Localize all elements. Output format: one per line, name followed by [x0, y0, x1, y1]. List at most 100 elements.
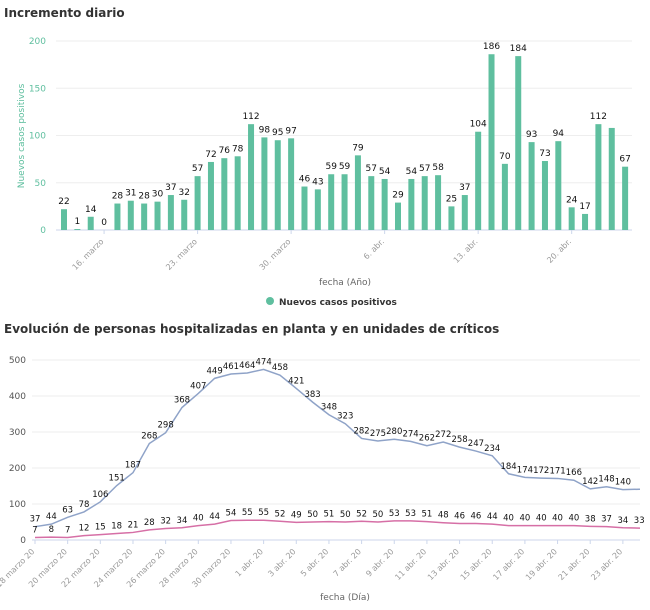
- data-label: 282: [353, 426, 369, 436]
- data-label: 73: [539, 149, 550, 159]
- data-label: 94: [553, 129, 565, 139]
- data-label: 95: [272, 128, 283, 138]
- x-axis-title: fecha (Año): [319, 278, 371, 288]
- bar: [274, 140, 281, 230]
- bar: [381, 178, 388, 230]
- data-label: 275: [370, 429, 386, 439]
- series-line: [34, 368, 640, 528]
- y-tick-label: 150: [29, 84, 46, 94]
- y-tick-label: 50: [35, 179, 47, 189]
- data-label: 78: [232, 144, 244, 154]
- bar: [61, 209, 67, 230]
- data-label: 151: [109, 474, 125, 484]
- data-label: 28: [112, 192, 124, 202]
- bar: [87, 216, 94, 230]
- y-tick-label: 400: [9, 392, 26, 402]
- data-label: 104: [470, 120, 487, 130]
- data-label: 50: [307, 510, 318, 520]
- bar: [395, 202, 401, 230]
- data-label: 407: [190, 381, 206, 391]
- bar: [501, 163, 508, 230]
- data-label: 59: [325, 162, 337, 172]
- data-label: 247: [468, 439, 484, 449]
- data-label: 30: [152, 190, 164, 200]
- y-tick-label: 0: [40, 226, 46, 236]
- data-label: 383: [304, 390, 320, 400]
- data-label: 50: [340, 510, 351, 520]
- legend-item: Nuevos casos positivos: [279, 298, 397, 308]
- data-label: 37: [459, 183, 470, 193]
- data-label: 32: [160, 516, 171, 526]
- data-label: 51: [324, 510, 335, 520]
- data-label: 58: [432, 163, 444, 173]
- data-label: 52: [275, 509, 286, 519]
- bar: [301, 186, 308, 230]
- data-label: 51: [422, 510, 433, 520]
- data-label: 18: [111, 522, 122, 532]
- x-axis-title: fecha (Día): [320, 593, 370, 603]
- data-label: 55: [258, 508, 269, 518]
- data-label: 106: [92, 490, 108, 500]
- data-label: 171: [549, 466, 565, 476]
- x-tick-label: 9 abr. 20: [364, 547, 395, 578]
- data-label: 44: [487, 512, 498, 522]
- x-tick-label: 19 abr. 20: [524, 547, 559, 582]
- data-label: 184: [510, 44, 527, 54]
- x-tick-label: 21 abr. 20: [557, 547, 592, 582]
- data-label: 40: [503, 514, 514, 524]
- bar: [582, 213, 589, 230]
- data-label: 63: [62, 505, 73, 515]
- data-label: 12: [79, 524, 90, 534]
- data-label: 461: [223, 362, 239, 372]
- data-label: 59: [339, 162, 351, 172]
- y-tick-label: 100: [29, 132, 46, 142]
- data-label: 50: [373, 510, 384, 520]
- data-label: 48: [438, 511, 449, 521]
- bar: [595, 124, 602, 230]
- data-label: 140: [615, 478, 631, 488]
- data-label: 298: [158, 421, 174, 431]
- data-label: 21: [128, 520, 139, 530]
- bar: [515, 56, 522, 231]
- data-label: 458: [272, 363, 288, 373]
- data-label: 24: [566, 195, 578, 205]
- data-label: 280: [386, 427, 402, 437]
- bar: [194, 176, 201, 230]
- data-label: 57: [419, 164, 430, 174]
- bar: [448, 206, 455, 230]
- bar: [288, 138, 295, 230]
- data-label: 234: [484, 444, 500, 454]
- bar: [622, 166, 629, 230]
- data-label: 174: [517, 465, 533, 475]
- data-label: 258: [451, 435, 467, 445]
- chart-title-hospitalized: Evolución de personas hospitalizadas en …: [4, 322, 500, 336]
- bar: [167, 195, 174, 230]
- data-label: 40: [552, 514, 563, 524]
- data-label: 272: [435, 430, 451, 440]
- data-label: 474: [256, 357, 272, 367]
- bar: [74, 229, 81, 230]
- y-tick-label: 0: [20, 536, 26, 546]
- data-label: 54: [226, 509, 237, 519]
- bar: [154, 201, 161, 230]
- data-label: 53: [405, 509, 416, 519]
- data-label: 38: [585, 514, 596, 524]
- chart-title-daily: Incremento diario: [4, 6, 125, 20]
- x-tick-label: 23. marzo: [164, 237, 199, 272]
- data-label: 98: [259, 125, 271, 135]
- data-label: 33: [634, 516, 645, 526]
- data-label: 112: [242, 112, 259, 122]
- data-label: 43: [312, 177, 323, 187]
- y-axis-title: Nuevos casos positivos: [17, 83, 27, 188]
- data-label: 40: [536, 514, 547, 524]
- legend-marker: [266, 297, 274, 305]
- data-label: 148: [598, 475, 614, 485]
- data-label: 37: [601, 515, 612, 525]
- x-tick-label: 15 abr. 20: [459, 547, 494, 582]
- data-label: 464: [239, 361, 255, 371]
- y-tick-label: 200: [29, 37, 46, 47]
- data-label: 449: [207, 366, 223, 376]
- y-tick-label: 300: [9, 428, 26, 438]
- bar: [555, 141, 562, 230]
